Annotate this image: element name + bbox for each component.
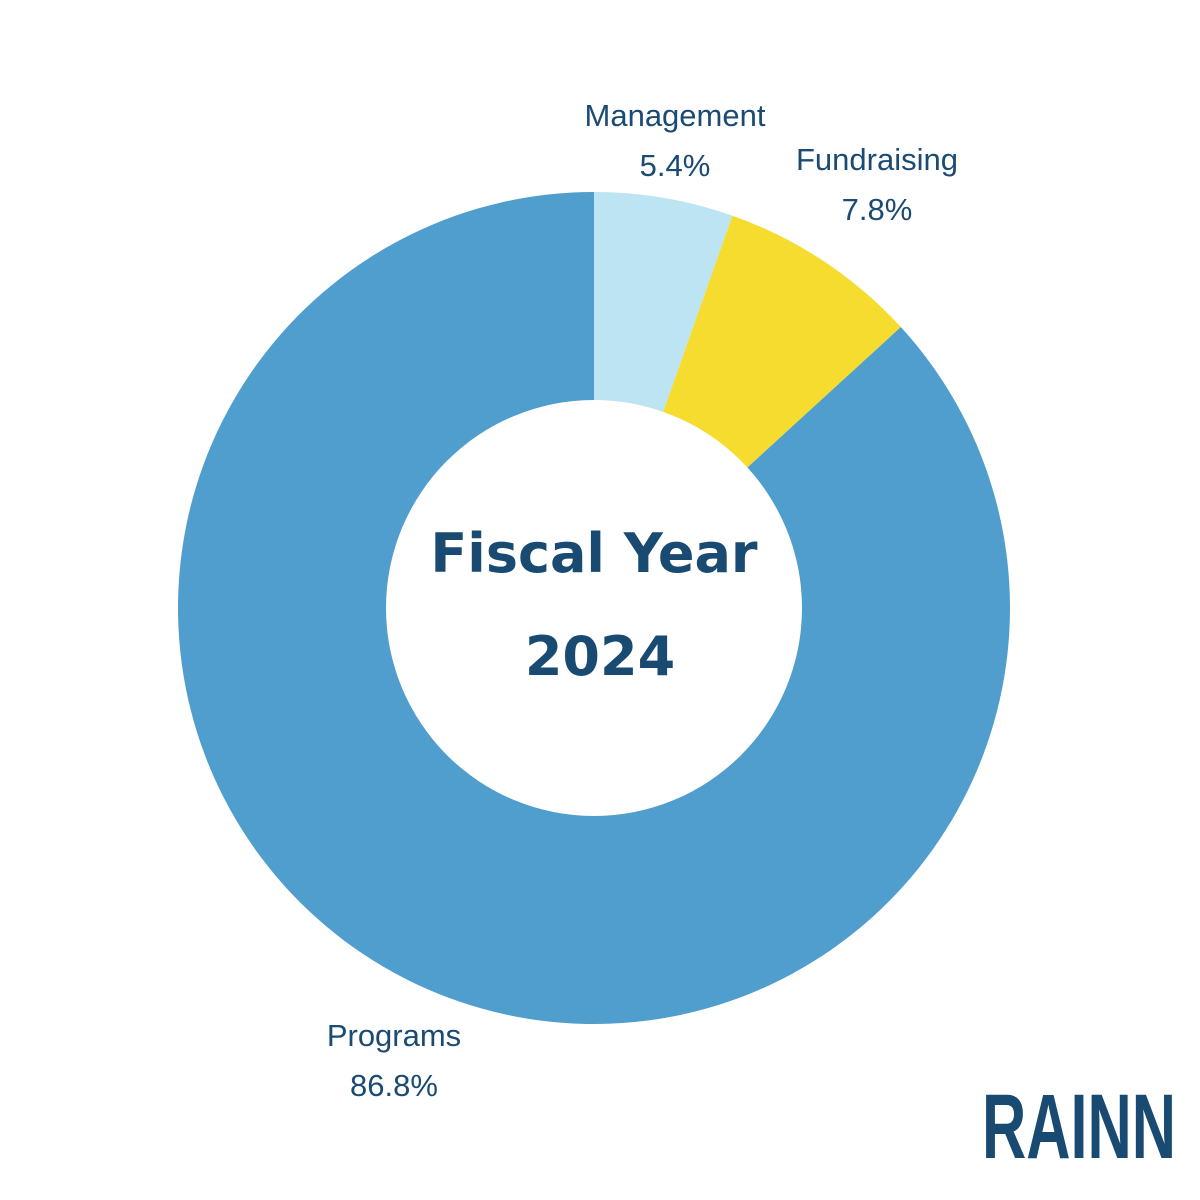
- slice-label-programs-value: 86.8%: [350, 1068, 438, 1103]
- slice-label-fundraising-value: 7.8%: [842, 192, 913, 227]
- chart-title-line-1: Fiscal Year: [430, 522, 758, 585]
- slice-label-management-value: 5.4%: [640, 148, 711, 183]
- slice-label-management-name: Management: [585, 98, 766, 133]
- chart-title-line-2: 2024: [525, 625, 675, 688]
- slice-label-fundraising-name: Fundraising: [796, 142, 958, 177]
- rainn-logo: RAINN: [982, 1076, 1176, 1178]
- slice-label-programs-name: Programs: [327, 1018, 461, 1053]
- donut-hole: [386, 400, 802, 816]
